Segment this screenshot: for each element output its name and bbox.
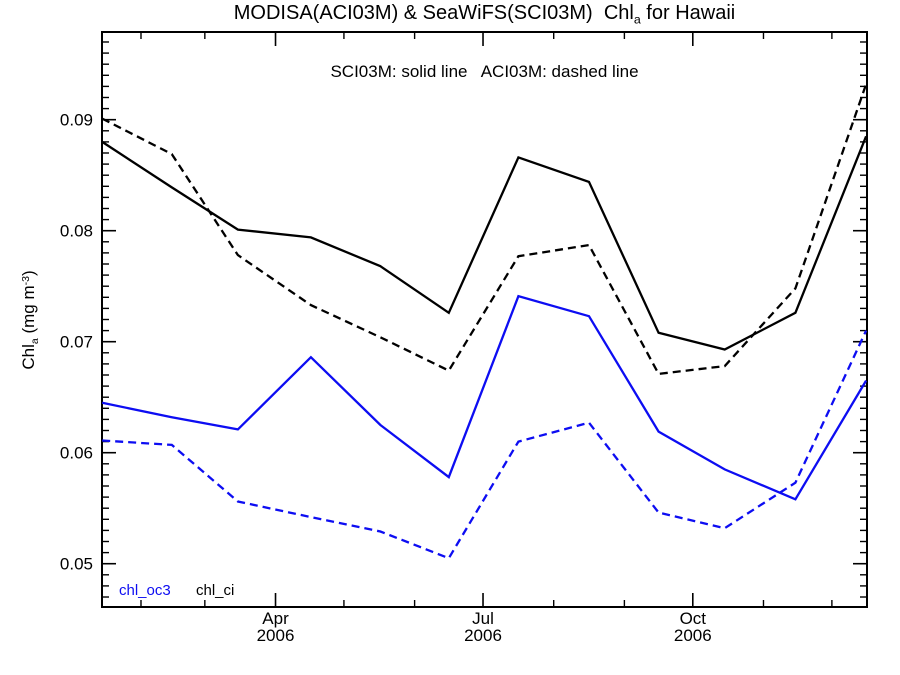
- x-tick-label-year: 2006: [257, 626, 295, 645]
- legend-chl-ci: chl_ci: [196, 582, 235, 599]
- x-tick-label-year: 2006: [674, 626, 712, 645]
- series-line-aci03m-chl-ci-modisa-: [101, 83, 868, 376]
- chart-title-suffix: for Hawaii: [640, 2, 736, 24]
- chart-title-subscript: a: [633, 12, 641, 27]
- y-tick-label: 0.06: [60, 444, 93, 463]
- axis-border: [101, 31, 868, 608]
- x-tick-label-month: Apr: [262, 609, 289, 628]
- y-tick-label: 0.09: [60, 111, 93, 130]
- y-tick-label: 0.05: [60, 555, 93, 574]
- chart-title-text: MODISA(ACI03M) & SeaWiFS(SCI03M) Chl: [233, 2, 634, 24]
- series-line-sci03m-chl-ci-seawifs-: [101, 135, 868, 351]
- y-axis-label: Chla (mg m-3): [19, 270, 41, 370]
- series-line-sci03m-chl-oc3-seawifs-: [101, 294, 868, 501]
- legend-chl-oc3: chl_oc3: [119, 582, 171, 599]
- series-line-aci03m-chl-oc3-modisa-: [102, 330, 868, 560]
- line-style-annotation: SCI03M: solid line ACI03M: dashed line: [330, 62, 639, 81]
- x-tick-label-month: Jul: [472, 609, 494, 628]
- chart-title: MODISA(ACI03M) & SeaWiFS(SCI03M) Chla fo…: [102, 2, 867, 26]
- y-tick-label: 0.08: [60, 222, 93, 241]
- x-tick-label-month: Oct: [680, 609, 707, 628]
- x-tick-label-year: 2006: [464, 626, 502, 645]
- y-tick-label: 0.07: [60, 333, 93, 352]
